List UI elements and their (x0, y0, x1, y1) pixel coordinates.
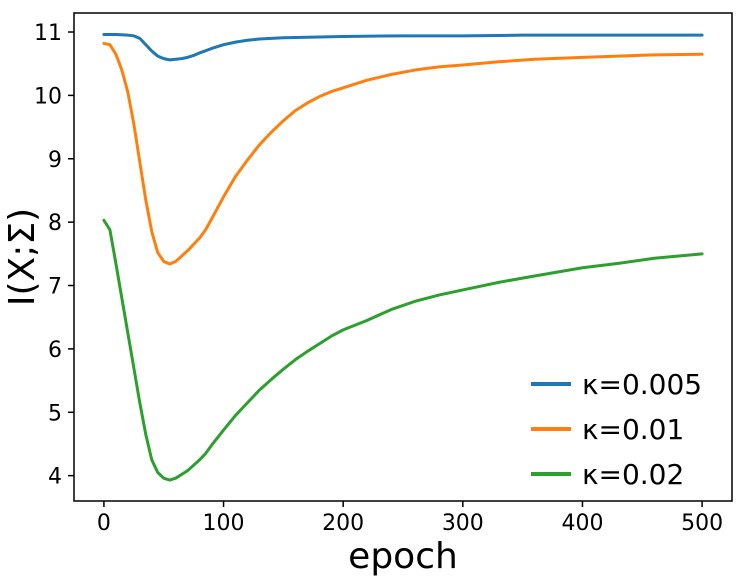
series-line (102, 218, 704, 482)
y-tick-label: 5 (48, 401, 62, 426)
y-tick-label: 11 (34, 21, 62, 46)
y-axis-title: I(X;Σ) (2, 208, 43, 306)
x-tick-label: 100 (203, 511, 245, 536)
x-tick-label: 500 (681, 511, 723, 536)
x-tick-label: 200 (322, 511, 364, 536)
y-tick-label: 8 (48, 211, 62, 236)
y-tick-label: 10 (34, 84, 62, 109)
x-tick-label: 300 (442, 511, 484, 536)
series-line (102, 33, 704, 62)
series-group (102, 33, 704, 482)
legend-label: κ=0.02 (582, 458, 684, 491)
axis-ticks: 0 100 200 300 400 500 4 5 6 7 8 9 10 11 (34, 21, 723, 536)
x-axis-title: epoch (348, 536, 458, 577)
y-tick-label: 9 (48, 148, 62, 173)
y-tick-label: 6 (48, 338, 62, 363)
legend: κ=0.005 κ=0.01 κ=0.02 (531, 368, 702, 491)
legend-label: κ=0.005 (582, 368, 702, 401)
legend-label: κ=0.01 (582, 413, 684, 446)
x-tick-label: 0 (97, 511, 111, 536)
y-tick-label: 7 (48, 275, 62, 300)
series-line (102, 41, 704, 266)
x-tick-label: 400 (561, 511, 603, 536)
y-tick-label: 4 (48, 465, 62, 490)
plot-frame (73, 12, 733, 502)
